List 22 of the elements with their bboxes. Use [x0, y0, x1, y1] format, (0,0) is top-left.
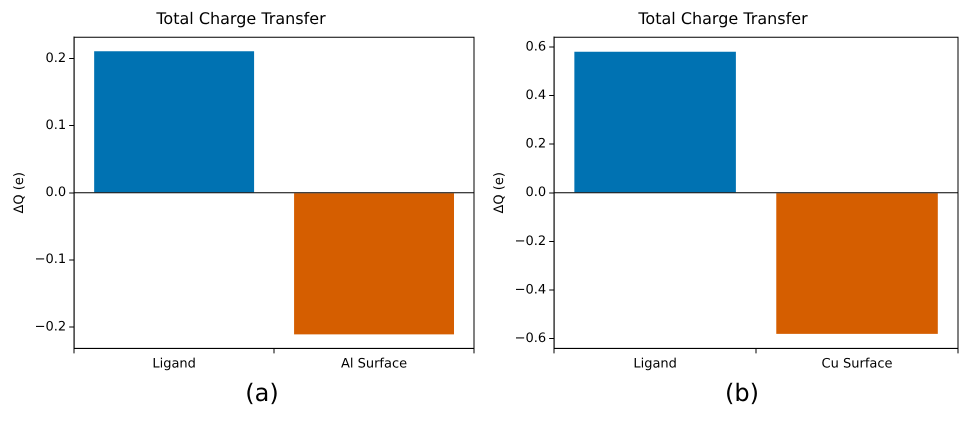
y-tick-label: −0.2 — [514, 234, 546, 249]
y-axis-title: ΔQ (e) — [12, 172, 28, 214]
text: (a) — [244, 379, 280, 407]
y-axis-title: ΔQ (e) — [492, 172, 508, 214]
y-tick-label: 0.6 — [525, 39, 546, 54]
y-tick-label: 0.2 — [45, 51, 66, 66]
y-tick-label: 0.4 — [525, 88, 546, 103]
y-tick-label: −0.6 — [514, 331, 546, 346]
y-tick-label: −0.1 — [34, 252, 66, 268]
x-tick-label: Al Surface — [340, 356, 408, 372]
y-tick-label: 0.0 — [525, 185, 546, 200]
y-tick-label: 0.2 — [525, 136, 546, 152]
chart-title: Total Charge Transfer — [155, 8, 326, 28]
x-tick-label: Cu Surface — [822, 356, 893, 372]
x-tick-label: Ligand — [633, 356, 677, 372]
text: (b) — [724, 379, 760, 407]
y-tick-label: 0.0 — [45, 185, 66, 200]
y-tick-label: −0.2 — [34, 319, 66, 334]
chart-title: Total Charge Transfer — [637, 8, 808, 28]
x-tick-label: Ligand — [152, 356, 196, 372]
y-tick-label: −0.4 — [514, 282, 546, 298]
y-tick-label: 0.1 — [45, 118, 66, 134]
